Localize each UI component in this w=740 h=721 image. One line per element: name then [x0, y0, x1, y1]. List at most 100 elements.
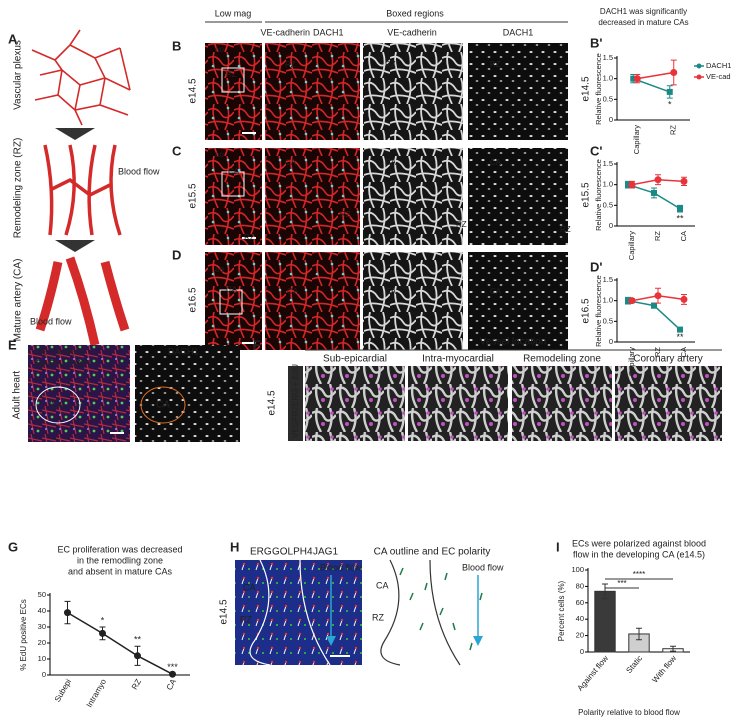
- marker: [628, 181, 636, 189]
- legend-label: VE-cad: [706, 72, 731, 81]
- panel-letter: C: [172, 143, 182, 158]
- series-line: [637, 71, 674, 80]
- stage-label: e14.5: [581, 76, 592, 101]
- chart-title: EC proliferation was decreased: [57, 544, 182, 554]
- chart-title: in the remodling zone: [77, 555, 163, 565]
- marker: [64, 609, 71, 617]
- section-title: Vessel location: [480, 337, 547, 348]
- column-header: Intra-myocardial: [422, 354, 494, 365]
- x-tick-label: RZ: [130, 677, 143, 691]
- image-label: ao: [215, 150, 224, 159]
- channel-label: DAPI: [70, 358, 91, 368]
- stage-label: e15.5: [581, 182, 592, 207]
- image-label: RZ: [385, 60, 396, 69]
- flow-label: Blood flow: [118, 166, 160, 176]
- channel-label: JAG1: [313, 547, 338, 558]
- significance: ***: [167, 662, 178, 672]
- y-tick-label: 1.0: [603, 180, 613, 189]
- image-label: CA: [385, 287, 397, 296]
- y-tick-label: 0: [42, 670, 46, 679]
- x-tick-label: Intramyo: [85, 677, 109, 709]
- column-header: VE-cadherin: [387, 27, 437, 37]
- image-label: CA: [226, 285, 238, 294]
- y-tick-label: 40: [576, 614, 584, 623]
- channel-label: ERG + EdU: [291, 364, 300, 406]
- image-label: ao: [215, 45, 224, 54]
- image-label: RZ: [240, 614, 252, 624]
- y-tick-label: 0: [609, 221, 613, 230]
- marker: [625, 181, 631, 188]
- panel-letter: I: [556, 539, 560, 554]
- significance: ****: [633, 570, 645, 579]
- marker: [633, 75, 641, 83]
- error-bar: [670, 645, 676, 652]
- schematic-label: Remodeling zone (RZ): [13, 138, 24, 239]
- significance: ***: [617, 579, 626, 588]
- significance: **: [134, 635, 142, 645]
- y-tick-label: 30: [38, 622, 46, 631]
- marker: [677, 326, 683, 333]
- marker: [677, 205, 683, 212]
- x-tick-label: Capillary: [627, 347, 636, 376]
- y-tick-label: 50: [38, 590, 46, 599]
- bar: [594, 590, 616, 653]
- y-tick-label: 0.5: [603, 94, 613, 103]
- x-tick-label: With flow: [650, 654, 678, 685]
- x-tick-label: RZ: [669, 125, 678, 135]
- legend-label: DACH1: [706, 61, 731, 70]
- image-label: RZ: [340, 210, 351, 219]
- x-tick-label: Capillary: [632, 125, 641, 154]
- stage-label: e15.5: [188, 183, 199, 208]
- y-tick-label: 1.0: [603, 74, 613, 83]
- y-tick-label: 0: [609, 337, 613, 346]
- image-label: RZ: [285, 60, 296, 69]
- channel-label: DACH1: [168, 346, 199, 356]
- schematic-label: CA: [376, 580, 389, 590]
- schematic-label: Vascular plexus: [13, 40, 24, 110]
- marker: [654, 292, 662, 300]
- significance: *: [668, 99, 672, 109]
- legend-marker: [696, 63, 702, 69]
- channel-label: GOLPH4: [272, 547, 313, 558]
- marker: [625, 297, 631, 304]
- image-label: CA: [490, 287, 502, 296]
- stage-label: e14.5: [267, 390, 278, 415]
- column-header: Sub-epicardial: [323, 354, 387, 365]
- y-axis-label: % EdU positive ECs: [19, 599, 28, 671]
- chart-title: ECs were polarized against blood: [572, 538, 706, 548]
- image-label: CA: [228, 167, 240, 176]
- chart-title: and absent in mature CAs: [68, 566, 173, 576]
- marker: [680, 177, 688, 185]
- chart-title: decreased in mature CAs: [598, 18, 688, 27]
- image-label: CA: [287, 287, 299, 296]
- y-axis-label: Relative fluorescence: [594, 275, 603, 347]
- y-tick-label: 1.5: [603, 53, 613, 62]
- channel-label: DACH1: [36, 358, 67, 368]
- column-header: Low mag: [215, 8, 252, 18]
- column-header: Remodeling zone: [523, 354, 601, 365]
- image-label: RZ: [560, 225, 571, 234]
- image-label: RZ: [490, 60, 501, 69]
- x-tick-label: RZ: [653, 231, 662, 241]
- channel-label: DACH1: [313, 27, 344, 37]
- marker: [654, 176, 662, 184]
- image-label: CA: [490, 158, 502, 167]
- image-label: CA: [51, 400, 65, 411]
- schematic-label: Blood flow: [462, 562, 504, 572]
- image-label: ao: [215, 265, 224, 274]
- image-label: CA: [243, 582, 256, 592]
- y-tick-label: 0: [580, 647, 584, 656]
- panel-letter: D: [172, 247, 181, 262]
- x-tick-label: CA: [679, 231, 688, 241]
- y-tick-label: 100: [571, 565, 584, 574]
- panel-letter: E: [8, 337, 17, 352]
- stage-label: Adult heart: [12, 371, 23, 420]
- x-tick-label: Against flow: [576, 654, 611, 693]
- significance: **: [676, 332, 684, 342]
- schematic-label: RZ: [372, 612, 384, 622]
- marker: [169, 670, 176, 678]
- y-tick-label: 1.0: [603, 296, 613, 305]
- panel-letter: B: [172, 38, 181, 53]
- x-tick-label: Subepi: [53, 677, 73, 703]
- marker: [651, 189, 657, 196]
